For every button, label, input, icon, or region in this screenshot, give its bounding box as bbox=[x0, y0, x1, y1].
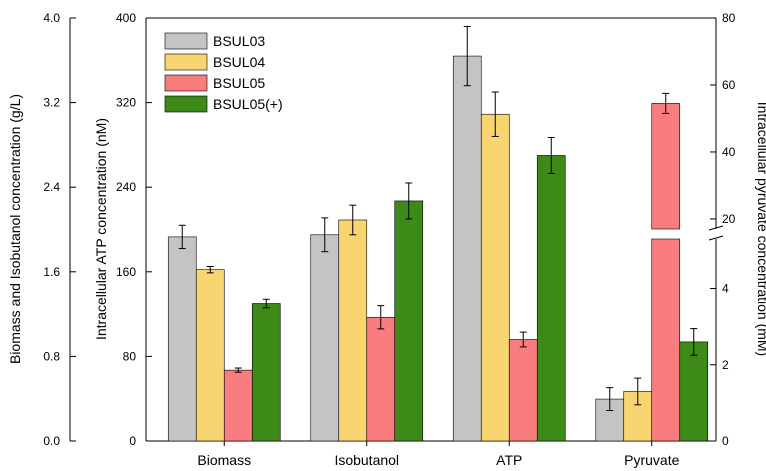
category-label: Biomass bbox=[197, 452, 251, 468]
left-tick-label: 3.2 bbox=[43, 96, 60, 110]
middle-axis-ticks: 0 80 160 240 320 400 bbox=[116, 11, 152, 448]
legend-label: BSUL05(+) bbox=[213, 96, 283, 112]
right-axis-ticks: 0 2 4 20 40 60 80 bbox=[710, 11, 736, 448]
legend-swatch bbox=[164, 53, 208, 71]
left-tick-label: 0.0 bbox=[43, 434, 60, 448]
left-axis-title: Biomass and Isobutanol concentration (g/… bbox=[7, 94, 23, 364]
right-tick-label: 60 bbox=[722, 78, 736, 92]
axis-break-marks bbox=[708, 225, 724, 241]
right-axis: 0 2 4 20 40 60 80 Intracellular pyruvate conce… bbox=[710, 11, 766, 448]
category-label: ATP bbox=[496, 452, 522, 468]
legend-swatch bbox=[164, 32, 208, 50]
bar-break-gap bbox=[652, 229, 680, 239]
bar bbox=[195, 269, 225, 442]
bar-group bbox=[452, 25, 566, 442]
left-axis: 0.0 0.8 1.6 2.4 3.2 4.0 Biomass and Isobutano… bbox=[7, 11, 76, 448]
left-tick-label: 2.4 bbox=[43, 180, 60, 194]
right-axis-title: Intracellular pyruvate concentration (mM… bbox=[755, 102, 766, 356]
middle-tick-label: 80 bbox=[123, 349, 137, 363]
right-tick-label: 20 bbox=[722, 212, 736, 226]
middle-tick-label: 400 bbox=[116, 11, 136, 25]
right-tick-label: 0 bbox=[722, 434, 729, 448]
legend-label: BSUL04 bbox=[213, 54, 265, 70]
bar bbox=[167, 236, 197, 442]
category-label: Pyruvate bbox=[624, 452, 679, 468]
left-axis-ticks: 0.0 0.8 1.6 2.4 3.2 4.0 bbox=[43, 11, 76, 448]
bar bbox=[679, 341, 709, 442]
left-tick-label: 1.6 bbox=[43, 265, 60, 279]
bar bbox=[536, 155, 566, 442]
bar bbox=[338, 219, 368, 442]
bar-group bbox=[310, 182, 424, 442]
bar bbox=[651, 238, 681, 442]
bar bbox=[508, 339, 538, 442]
right-tick-label: 2 bbox=[722, 358, 729, 372]
plot-frame bbox=[145, 17, 724, 442]
middle-tick-label: 0 bbox=[129, 434, 136, 448]
bar bbox=[223, 369, 253, 442]
bar bbox=[251, 303, 281, 442]
category-label: Isobutanol bbox=[334, 452, 399, 468]
right-tick-label: 4 bbox=[722, 282, 729, 296]
legend-label: BSUL05 bbox=[213, 75, 265, 91]
bar bbox=[366, 316, 396, 442]
middle-tick-label: 240 bbox=[116, 180, 136, 194]
bar-group bbox=[167, 224, 281, 442]
bar bbox=[651, 103, 681, 230]
right-tick-label: 80 bbox=[722, 11, 736, 25]
category-labels: Biomass Isobutanol ATP Pyruvate bbox=[197, 441, 680, 468]
middle-axis: 0 80 160 240 320 400 Intracellular ATP concen… bbox=[93, 11, 152, 448]
bar-group bbox=[595, 92, 709, 442]
bar bbox=[310, 234, 340, 442]
middle-tick-label: 160 bbox=[116, 265, 136, 279]
left-tick-label: 0.8 bbox=[43, 349, 60, 363]
middle-tick-label: 320 bbox=[116, 96, 136, 110]
legend-label: BSUL03 bbox=[213, 33, 265, 49]
middle-axis-title: Intracellular ATP concentration (nM) bbox=[93, 118, 109, 340]
bar bbox=[394, 200, 424, 442]
legend-swatch bbox=[164, 95, 208, 113]
legend: BSUL03 BSUL04 BSUL05 BSUL05(+) bbox=[164, 32, 283, 113]
legend-swatch bbox=[164, 74, 208, 92]
bar bbox=[452, 55, 482, 442]
right-tick-label: 40 bbox=[722, 145, 736, 159]
left-tick-label: 4.0 bbox=[43, 11, 60, 25]
bar bbox=[480, 113, 510, 442]
bar-groups bbox=[167, 25, 709, 442]
